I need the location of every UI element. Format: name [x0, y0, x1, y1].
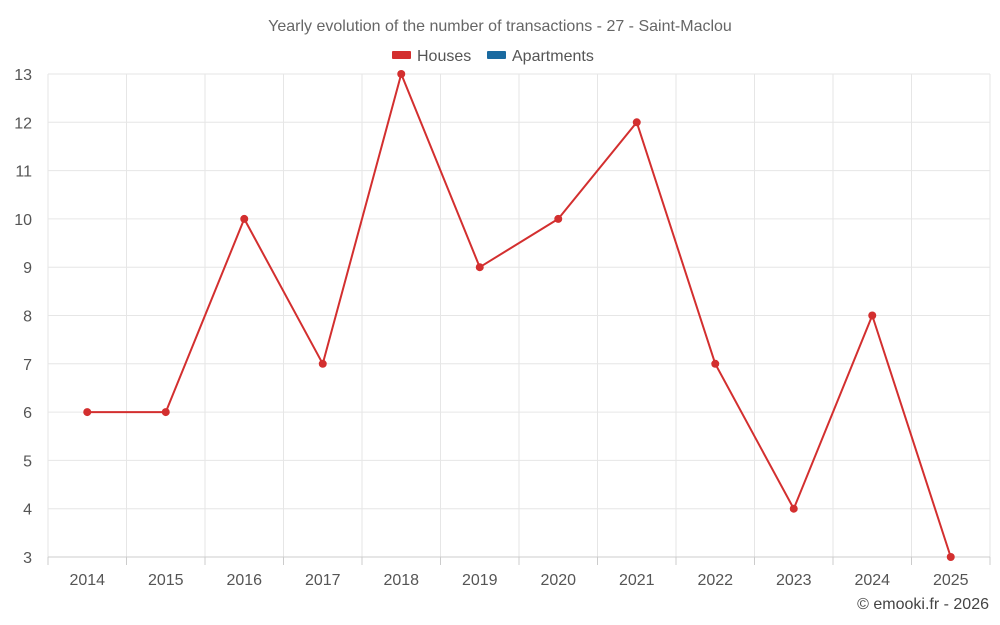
legend: Houses Apartments [392, 48, 594, 65]
x-tick-label: 2016 [226, 572, 262, 589]
y-tick-label: 5 [23, 453, 32, 470]
data-point[interactable] [318, 359, 327, 368]
legend-label-houses[interactable]: Houses [417, 48, 471, 65]
data-point[interactable] [632, 118, 641, 127]
series-houses [83, 70, 955, 561]
data-point[interactable] [868, 311, 877, 320]
data-point[interactable] [946, 553, 955, 561]
y-tick-label: 8 [23, 309, 32, 326]
data-point[interactable] [554, 214, 563, 223]
x-axis: 2014 2015 2016 2017 2018 2019 2020 2021 2022 2023… [47, 556, 991, 589]
y-tick-label: 7 [23, 357, 32, 374]
data-point[interactable] [397, 70, 406, 78]
x-tick-label: 2022 [697, 572, 733, 589]
legend-swatch-apartments[interactable] [487, 51, 506, 59]
data-point[interactable] [161, 408, 170, 417]
y-tick-label: 9 [23, 260, 32, 277]
y-tick-label: 12 [14, 115, 32, 132]
data-point[interactable] [711, 359, 720, 368]
x-tick-label: 2015 [148, 572, 184, 589]
x-tick-label: 2019 [462, 572, 498, 589]
y-tick-label: 10 [14, 212, 32, 229]
chart-title: Yearly evolution of the number of transa… [268, 18, 732, 35]
x-tick-label: 2020 [540, 572, 576, 589]
x-tick-label: 2025 [933, 572, 969, 589]
y-tick-label: 6 [23, 405, 32, 422]
legend-label-apartments[interactable]: Apartments [512, 48, 594, 65]
x-tick-label: 2023 [776, 572, 812, 589]
y-tick-label: 11 [15, 164, 32, 181]
x-tick-label: 2017 [305, 572, 341, 589]
data-point[interactable] [240, 214, 249, 223]
series-line [87, 73, 952, 558]
x-tick-label: 2014 [69, 572, 105, 589]
y-tick-label: 4 [23, 502, 32, 519]
gridlines [47, 73, 991, 557]
y-axis: 3 4 5 6 7 8 9 10 11 12 13 [14, 67, 32, 567]
x-tick-label: 2024 [854, 572, 890, 589]
x-tick-label: 2018 [383, 572, 419, 589]
y-tick-label: 13 [14, 67, 32, 84]
legend-swatch-houses[interactable] [392, 51, 411, 59]
x-tick-label: 2021 [619, 572, 655, 589]
credit-text: © emooki.fr - 2026 [857, 596, 989, 613]
data-point[interactable] [83, 408, 92, 417]
y-tick-label: 3 [23, 550, 32, 567]
data-point[interactable] [475, 263, 484, 272]
data-point[interactable] [789, 504, 798, 513]
